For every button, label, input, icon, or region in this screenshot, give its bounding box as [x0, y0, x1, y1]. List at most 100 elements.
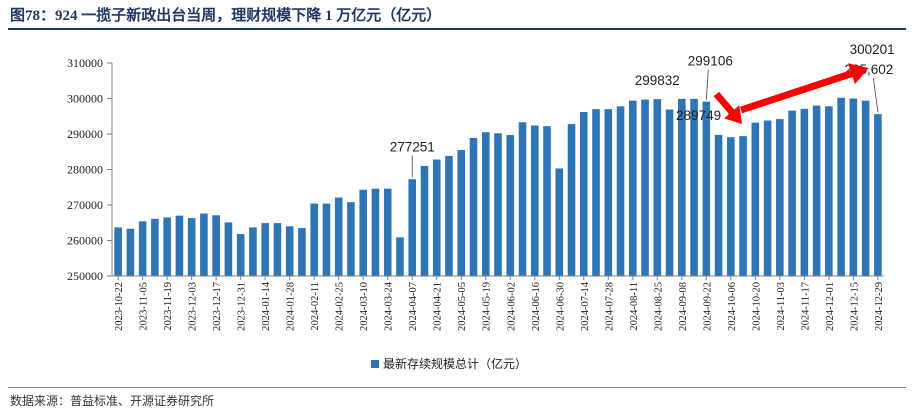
bar-2023-12-24: [224, 222, 233, 276]
legend-label: 最新存续规模总计（亿元）: [383, 356, 527, 371]
x-tick-label: 2023-12-17: [212, 282, 223, 331]
bar-2024-05-26: [494, 133, 502, 276]
bar-2023-12-03: [187, 218, 196, 276]
data-label-2024-12-08: 300201: [850, 42, 895, 57]
bar-2024-04-21: [432, 159, 441, 276]
x-tick-label: 2023-11-05: [139, 282, 150, 331]
x-tick-label: 2023-10-22: [114, 282, 125, 331]
bar-2024-01-07: [249, 227, 257, 276]
bar-2024-11-17: [800, 108, 809, 276]
x-tick-label: 2024-11-03: [776, 282, 787, 331]
x-tick-label: 2024-02-11: [310, 282, 321, 331]
x-tick-label: 2024-05-19: [482, 282, 493, 331]
bar-2024-07-07: [567, 124, 576, 276]
bar-2023-12-10: [200, 213, 208, 276]
bar-2024-10-27: [763, 120, 772, 276]
bar-2024-06-30: [555, 168, 564, 276]
x-tick-label: 2024-06-30: [555, 282, 566, 331]
bar-2024-02-11: [310, 203, 318, 276]
bar-2024-09-22: [702, 101, 711, 276]
x-tick-label: 2024-06-16: [531, 282, 542, 331]
bar-2024-01-28: [285, 226, 294, 276]
x-tick-label: 2023-11-19: [163, 282, 174, 331]
x-tick-label: 2024-03-24: [384, 281, 395, 331]
data-label-leader: [705, 69, 709, 100]
bar-2024-02-04: [298, 228, 306, 276]
x-axis: 2023-10-22 2023-11-05 2023-11-19 2023-12-03…: [112, 275, 885, 331]
bar-2024-02-25: [334, 197, 343, 276]
bar-2024-08-25: [653, 99, 662, 276]
bar-2024-09-15: [690, 98, 698, 276]
bar-2024-11-03: [776, 119, 784, 276]
x-tick-label: 2024-07-28: [604, 282, 615, 331]
y-tick-label: 250000: [67, 269, 103, 283]
y-tick-label: 290000: [67, 127, 103, 141]
bar-2024-06-02: [506, 135, 515, 276]
bar-2024-03-24: [383, 188, 392, 276]
data-label-leader: [872, 78, 879, 113]
bar-2023-11-26: [175, 215, 184, 276]
x-tick-label: 2024-04-21: [433, 282, 444, 331]
bar-2024-10-13: [739, 136, 747, 276]
page-title: 图78：924 一揽子新政出台当周，理财规模下降 1 万亿元（亿元）: [10, 8, 442, 24]
bar-2024-06-23: [543, 126, 551, 276]
bar-2024-12-01: [825, 106, 833, 276]
trend-arrows: [713, 63, 869, 124]
bar-2024-08-04: [616, 106, 625, 276]
x-tick-label: 2024-01-14: [261, 281, 272, 331]
x-tick-label: 2024-09-08: [678, 282, 689, 331]
x-tick-label: 2023-12-31: [237, 282, 248, 331]
bar-chart: 250000 260000 270000 280000 290000 300000 3100…: [67, 42, 895, 371]
x-tick-label: 2024-08-25: [653, 282, 664, 331]
y-tick-label: 270000: [67, 198, 103, 212]
bar-2023-10-29: [126, 228, 135, 276]
source-divider: [8, 387, 906, 388]
bar-2024-04-28: [445, 156, 453, 276]
y-axis: 250000 260000 270000 280000 290000 300000 3100…: [67, 56, 113, 283]
y-tick-label: 300000: [67, 92, 103, 106]
bar-2024-01-21: [273, 223, 282, 276]
chart-legend: 最新存续规模总计（亿元）: [371, 356, 527, 371]
title-divider: [8, 28, 906, 30]
data-label-2024-09-22: 299106: [688, 54, 733, 69]
x-tick-label: 2024-10-20: [751, 282, 762, 331]
x-tick-label: 2024-07-14: [580, 281, 591, 331]
x-tick-label: 2024-01-28: [286, 282, 297, 331]
bar-2024-11-24: [812, 105, 821, 276]
down-arrow: [713, 91, 743, 124]
bar-series: [114, 97, 882, 277]
up-arrow: [740, 63, 869, 114]
bar-2024-03-10: [359, 189, 368, 276]
bar-2024-09-08: [678, 98, 686, 276]
bar-2024-07-28: [604, 109, 613, 277]
x-tick-label: 2024-08-11: [629, 282, 640, 331]
x-tick-label: 2024-02-25: [335, 282, 346, 331]
bar-2024-06-09: [518, 122, 527, 276]
bar-2024-04-14: [420, 165, 429, 276]
bar-2024-08-18: [641, 99, 649, 276]
legend-swatch: [371, 360, 379, 368]
bar-2024-12-15: [849, 98, 858, 276]
bar-2024-05-19: [481, 132, 490, 276]
bar-2024-07-14: [579, 111, 588, 277]
data-label-2024-08-25: 299832: [635, 73, 680, 88]
x-tick-label: 2023-12-03: [188, 282, 199, 331]
y-tick-label: 310000: [67, 56, 103, 70]
bar-2024-02-18: [322, 203, 331, 276]
bar-2024-05-05: [457, 149, 466, 276]
x-tick-label: 2024-10-06: [727, 282, 738, 331]
bar-2023-11-12: [151, 218, 159, 276]
y-tick-label: 260000: [67, 234, 103, 248]
bar-2024-08-11: [628, 100, 637, 276]
bar-2023-12-31: [236, 234, 245, 276]
source-note: 数据来源：普益标准、开源证券研究所: [10, 394, 215, 408]
y-tick-label: 280000: [67, 163, 103, 177]
data-label-2024-09-29: 289749: [676, 108, 721, 123]
bar-2024-10-20: [751, 122, 760, 276]
bar-2023-11-05: [138, 221, 147, 276]
bar-2024-11-10: [788, 110, 796, 276]
bar-2024-06-16: [530, 125, 539, 276]
bar-2024-12-22: [861, 100, 870, 276]
x-tick-label: 2024-06-02: [506, 282, 517, 331]
bar-2024-07-21: [592, 109, 600, 277]
